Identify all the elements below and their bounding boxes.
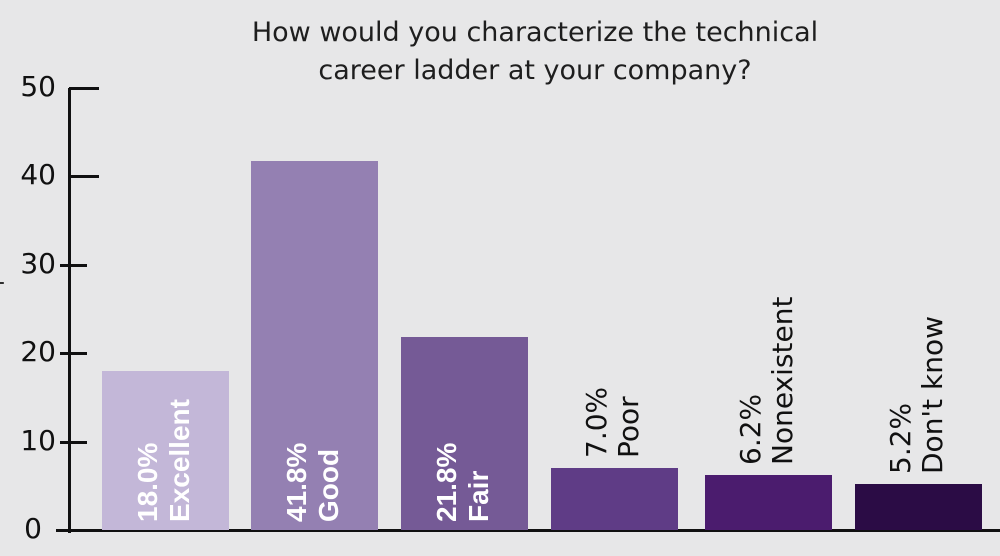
y-tick-label: 10 [20,423,56,457]
y-tick-label: 20 [20,335,56,369]
y-tick-mark [60,440,87,444]
bar-excellent [102,370,229,530]
bar-data-label: 18.0% Excellent [132,399,196,522]
chart-title-line-1: How would you characterize the technical [251,17,819,48]
y-tick-mark [69,87,99,90]
chart-title: How would you characterize the technical… [170,14,900,90]
y-tick-mark [60,263,87,267]
y-axis-label-fragment: ┆ [0,276,6,289]
bar-nonexistent [705,475,832,530]
bar-category-label: Nonexistent [765,296,799,466]
y-tick-label: 0 [24,512,42,545]
y-tick-mark [60,352,87,356]
bar-value-label: 41.8% [280,442,312,522]
bar-value-label: 6.2% [733,394,767,466]
bar-data-label: 6.2% Nonexistent [733,296,799,466]
bar-value-label: 21.8% [430,442,462,522]
y-tick-label: 40 [20,158,56,192]
y-tick-label: 30 [20,246,56,280]
bar-category-label: Excellent [163,399,195,522]
y-tick-label: 50 [20,70,56,103]
bar-don-t-know [855,484,982,530]
bar-category-label: Poor [611,396,645,459]
x-axis [56,529,1000,532]
bar-data-label: 41.8% Good [281,443,345,522]
bar-value-label: 7.0% [579,386,613,459]
y-tick-mark [69,175,99,179]
bar-value-label: 18.0% [131,442,163,522]
bar-poor [551,468,678,530]
bar-good [251,160,378,530]
bar-category-label: Fair [462,470,494,522]
bar-data-label: 21.8% Fair [431,443,495,522]
y-axis [68,88,71,533]
bar-data-label: 5.2% Don't know [883,316,949,475]
bar-fair [401,337,528,530]
bar-data-label: 7.0% Poor [579,386,645,459]
bar-category-label: Don't know [915,316,949,475]
bar-value-label: 5.2% [883,402,917,475]
bar-category-label: Good [312,448,344,522]
chart-title-line-2: career ladder at your company? [318,55,752,86]
